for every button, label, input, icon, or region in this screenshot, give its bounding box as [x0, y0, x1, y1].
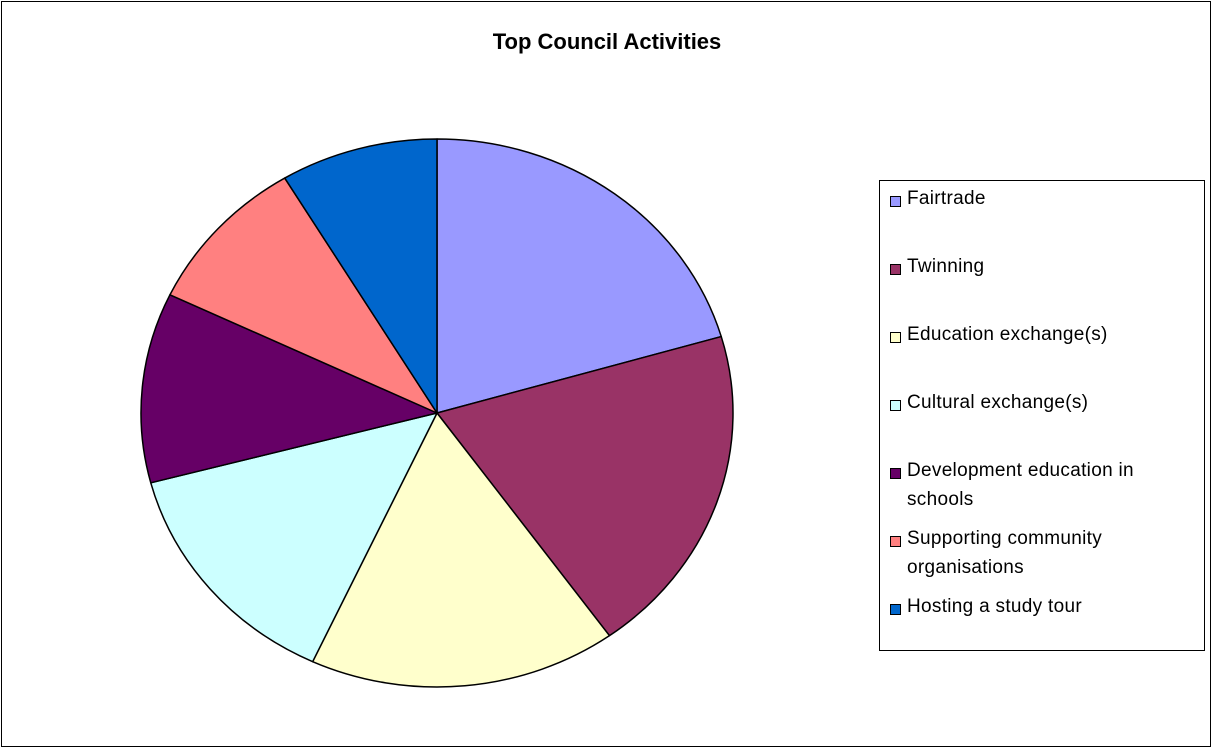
pie-slice-7 — [283, 138, 438, 414]
pie-slice-4 — [150, 412, 438, 663]
pie-slice-6 — [169, 177, 438, 414]
pie-slice-5 — [140, 294, 438, 484]
legend-label: organisations — [907, 557, 1024, 578]
legend-item: Development education in schools — [890, 456, 1200, 514]
legend-label: Cultural exchange(s) — [907, 392, 1089, 413]
legend-swatch — [890, 468, 901, 479]
legend-swatch — [890, 196, 901, 207]
legend-swatch — [890, 264, 901, 275]
legend-swatch — [890, 536, 901, 547]
pie-slice-1 — [436, 138, 722, 414]
legend-item: Supporting community organisations — [890, 524, 1200, 582]
legend-item: Education exchange(s) — [890, 320, 1200, 349]
legend-item: Twinning — [890, 252, 1200, 281]
chart-legend: Fairtrade Twinning Education exchange(s) Cu… — [879, 180, 1205, 651]
pie-slice-3 — [311, 412, 611, 688]
chart-title: Top Council Activities — [492, 29, 722, 54]
legend-swatch — [890, 604, 901, 615]
legend-label: Education exchange(s) — [907, 324, 1108, 345]
legend-label: Fairtrade — [907, 188, 986, 209]
legend-swatch — [890, 332, 901, 343]
legend-item: Fairtrade — [890, 184, 1200, 213]
legend-label: Development education in — [907, 460, 1134, 481]
legend-swatch — [890, 400, 901, 411]
legend-label: Supporting community — [907, 528, 1103, 549]
legend-label: Twinning — [907, 256, 985, 277]
legend-item: Hosting a study tour — [890, 592, 1200, 621]
legend-label: schools — [907, 489, 974, 510]
legend-label: Hosting a study tour — [907, 596, 1082, 617]
pie-slice-2 — [436, 335, 734, 637]
legend-item: Cultural exchange(s) — [890, 388, 1200, 417]
